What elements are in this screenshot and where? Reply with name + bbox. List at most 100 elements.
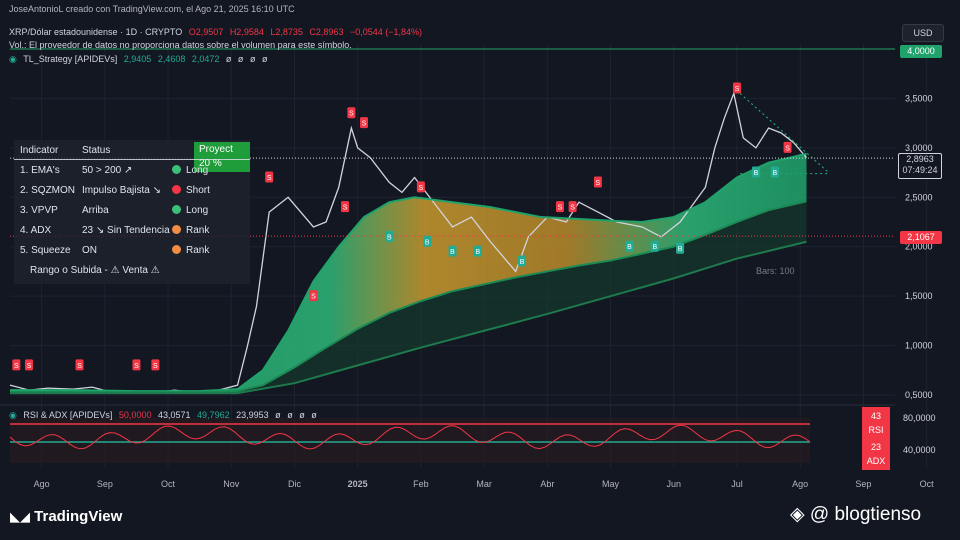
price-tag-level: 2,1067 <box>900 231 942 244</box>
row-status: Arriba <box>82 205 109 216</box>
row-signal: Long <box>172 202 208 220</box>
signal-label: S <box>596 180 601 187</box>
x-tick-label: Abr <box>540 479 554 489</box>
row-indicator: 2. SQZMON <box>20 185 76 196</box>
signal-label: S <box>785 145 790 152</box>
signal-text: Rank <box>186 225 210 236</box>
signal-label: B <box>678 246 683 253</box>
header-indicator: Indicator <box>20 145 59 156</box>
signal-label: B <box>475 249 480 256</box>
signal-marker <box>751 166 760 178</box>
x-tick-label: Ago <box>792 479 808 489</box>
signal-label: S <box>570 205 575 212</box>
osc-band <box>10 418 810 463</box>
signal-label: S <box>267 175 272 182</box>
signal-marker <box>770 166 779 178</box>
signal-label: S <box>14 363 19 370</box>
bars-label: Bars: 100 <box>756 266 795 276</box>
watermark-text: @ blogtienso <box>809 504 922 525</box>
signal-marker <box>650 240 659 252</box>
x-tick-label: Nov <box>223 479 240 489</box>
price-tag-top: 4,0000 <box>900 45 942 58</box>
osc-tick-40: 40,0000 <box>903 445 936 455</box>
signal-marker <box>518 255 527 267</box>
signal-marker <box>12 359 21 371</box>
x-tick-label: Oct <box>920 479 935 489</box>
series-line-3 <box>10 240 807 395</box>
adx-badge: 23 ADX <box>862 438 890 470</box>
x-tick-label: Ago <box>34 479 50 489</box>
row-status: Impulso Bajista ↘ <box>82 185 161 196</box>
strategy-value-4: ø <box>225 54 232 64</box>
x-tick-label: May <box>602 479 620 489</box>
header-status: Status <box>82 145 111 156</box>
row-indicator: 5. Squeeze <box>20 245 71 256</box>
currency-button[interactable]: USD <box>902 24 944 42</box>
signal-marker <box>309 290 318 302</box>
eye-icon[interactable]: ◉ <box>9 410 17 420</box>
osc-tick-80: 80,0000 <box>903 413 936 423</box>
signal-label: B <box>652 244 657 251</box>
eye-icon[interactable]: ◉ <box>9 54 17 64</box>
signal-label: S <box>77 363 82 370</box>
signal-label: S <box>362 121 367 128</box>
signal-marker <box>568 201 577 213</box>
price-tag-current: 2,8963 07:49:24 <box>898 153 942 179</box>
oscillator-name[interactable]: RSI & ADX [APIDEVs] <box>23 410 113 420</box>
signal-marker <box>265 171 274 183</box>
row-status: 23 ↘ Sin Tendencia <box>82 225 170 236</box>
row-indicator: 4. ADX <box>20 225 52 236</box>
y-tick-label: 1,5000 <box>905 291 933 301</box>
symbol-line: XRP/Dólar estadounidense · 1D · CRYPTO O… <box>9 27 426 37</box>
strategy-value-5: ø <box>237 54 244 64</box>
signal-marker <box>416 181 425 193</box>
ohlc-close: C2,8963 <box>309 27 344 37</box>
signal-marker <box>423 235 432 247</box>
osc-value-6: ø <box>287 410 293 420</box>
signal-marker <box>473 245 482 257</box>
osc-value-7: ø <box>299 410 305 420</box>
signal-marker <box>347 107 356 119</box>
rsi-value: 43 <box>870 411 881 421</box>
row-indicator: 1. EMA's <box>20 165 60 176</box>
status-dot-icon <box>172 225 181 234</box>
signal-label: S <box>311 294 316 301</box>
y-tick-label: 2,0000 <box>905 242 933 252</box>
series-line-1 <box>10 152 807 393</box>
status-dot-icon <box>172 205 181 214</box>
ohlc-high: H2,9584 <box>229 27 264 37</box>
row-signal: Rank <box>172 222 209 240</box>
strategy-value-6: ø <box>249 54 256 64</box>
signal-marker <box>448 245 457 257</box>
strategy-line: ◉ TL_Strategy [APIDEVs] 2,9405 2,4608 2,… <box>9 54 271 65</box>
x-tick-label: Sep <box>855 479 871 489</box>
ema-cloud <box>10 153 807 393</box>
y-tick-label: 3,5000 <box>905 93 933 103</box>
adx-value: 23 <box>870 442 881 452</box>
symbol-name[interactable]: XRP/Dólar estadounidense · 1D · CRYPTO <box>9 27 183 37</box>
rsi-label: RSI <box>868 425 884 435</box>
signal-label: B <box>425 239 430 246</box>
signal-label: S <box>27 363 32 370</box>
strategy-name[interactable]: TL_Strategy [APIDEVs] <box>23 54 118 64</box>
x-tick-label: Oct <box>161 479 176 489</box>
table-divider <box>14 159 250 160</box>
table-footer: Rango o Subida - ⚠ Venta ⚠ <box>30 265 160 276</box>
strategy-value-2: 2,4608 <box>157 54 186 64</box>
y-tick-label: 2,5000 <box>905 192 933 202</box>
signal-marker <box>783 141 792 153</box>
row-signal: Long <box>172 162 208 180</box>
signal-marker <box>360 117 368 129</box>
x-tick-label: 2025 <box>348 479 368 489</box>
osc-value-4: 23,9953 <box>236 410 269 420</box>
signal-label: S <box>153 363 158 370</box>
indicator-table: Indicator Status Proyect 20 % 1. EMA's 5… <box>14 140 250 284</box>
signal-label: S <box>735 86 740 93</box>
row-signal: Rank <box>172 242 209 260</box>
signal-marker <box>732 82 741 94</box>
tradingview-logo[interactable]: ◣◢ TradingView <box>10 508 122 525</box>
y-tick-label: 1,0000 <box>905 341 933 351</box>
volume-note: Vol.: El proveedor de datos no proporcio… <box>9 40 352 50</box>
proyect-badge: Proyect 20 % <box>194 142 250 172</box>
watermark-handle: ◈ @ blogtienso <box>790 503 921 526</box>
